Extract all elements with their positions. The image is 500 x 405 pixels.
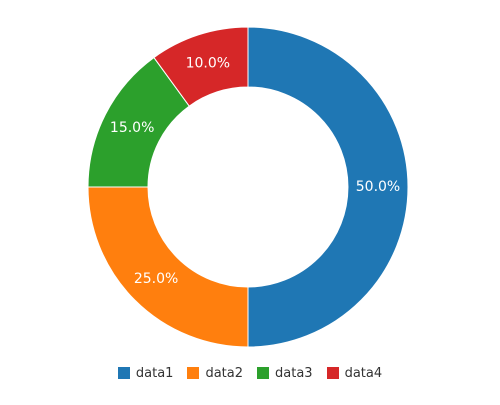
legend-swatch-data2: [187, 367, 200, 379]
slice-label-data3: 15.0%: [110, 120, 154, 136]
legend-label-data2: data2: [205, 365, 243, 381]
legend-swatch-data3: [257, 367, 269, 379]
slice-label-data4: 10.0%: [186, 55, 230, 71]
slice-label-data1: 50.0%: [356, 179, 400, 195]
legend-swatch-data1: [117, 367, 130, 379]
slice-data2[interactable]: [87, 186, 249, 348]
slice-data1[interactable]: [247, 26, 409, 348]
legend-label-data1: data1: [135, 365, 174, 381]
slice-label-data2: 25.0%: [134, 271, 178, 287]
donut-chart: 50.0% 25.0% 15.0% 10.0%: [87, 26, 409, 348]
chart-legend: data1 data2 data3 data4: [0, 363, 500, 383]
legend-swatch-data4: [326, 367, 339, 379]
legend-item-data3[interactable]: data3: [257, 366, 313, 381]
legend-item-data1[interactable]: data1: [117, 365, 174, 381]
legend-item-data2[interactable]: data2: [187, 366, 243, 381]
legend-item-data4[interactable]: data4: [326, 365, 383, 381]
legend-label-data4: data4: [344, 365, 383, 381]
legend-label-data3: data3: [275, 365, 313, 381]
slice-data4[interactable]: [153, 26, 249, 107]
